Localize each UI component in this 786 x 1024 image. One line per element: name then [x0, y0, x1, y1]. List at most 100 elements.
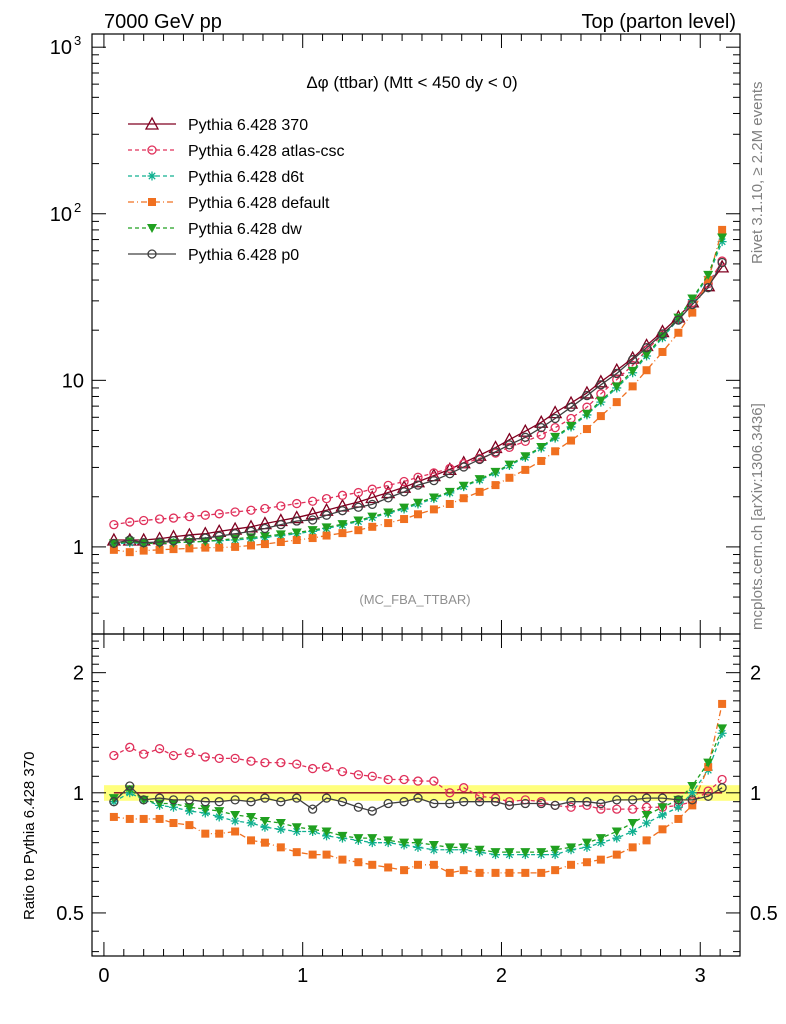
ratio-point-2-36	[657, 810, 667, 820]
main-point-4-17	[367, 512, 378, 522]
ratio-point-1-19	[399, 774, 409, 785]
main-point-1-0	[109, 520, 119, 530]
main-point-4-28	[536, 442, 547, 452]
ratio-point-5-2	[139, 795, 149, 805]
ratio-point-3-17	[368, 860, 377, 869]
ratio-point-4-40	[717, 724, 728, 734]
ratio-y-tick-label-left-0: 2	[73, 663, 84, 685]
legend-marker-4	[147, 224, 157, 233]
main-point-3-22	[445, 499, 454, 508]
main-point-5-18	[383, 493, 393, 503]
ratio-point-4-19	[399, 838, 410, 848]
main-point-1-11	[276, 501, 286, 511]
main-point-5-19	[399, 487, 409, 497]
main-point-3-27	[521, 465, 530, 474]
main-point-0-17	[365, 490, 380, 504]
ratio-point-5-39	[703, 791, 713, 801]
main-point-3-14	[322, 531, 331, 540]
ratio-x-tick-label-3: 3	[695, 965, 706, 987]
ratio-y-tick-label-left-1: 1	[73, 783, 84, 805]
main-point-1-22	[445, 463, 455, 474]
ratio-point-1-40	[717, 774, 727, 785]
main-point-1-3	[154, 514, 165, 524]
legend: Pythia 6.428 370 Pythia 6.428 atlas-csc Py…	[128, 116, 345, 264]
ratio-point-4-38	[687, 782, 698, 792]
ratio-point-1-11	[276, 758, 286, 768]
ratio-point-1-0	[109, 750, 119, 761]
main-point-4-12	[291, 528, 302, 538]
ratio-point-3-28	[537, 868, 546, 877]
ratio-point-1-30	[566, 802, 576, 812]
main-point-3-10	[260, 540, 269, 549]
main-point-5-34	[628, 355, 638, 365]
main-point-3-33	[612, 398, 621, 407]
ratio-point-1-6	[200, 752, 210, 762]
ratio-point-4-14	[321, 827, 332, 837]
main-point-3-23	[459, 494, 468, 503]
main-y-tick-label-1: 10	[50, 204, 72, 226]
main-point-3-4	[169, 545, 178, 554]
ratio-point-5-23	[459, 797, 469, 807]
main-point-4-29	[550, 432, 561, 442]
ratio-point-3-40	[718, 699, 727, 708]
main-point-3-26	[505, 473, 514, 482]
ratio-point-4-35	[641, 810, 652, 820]
ratio-point-3-30	[567, 860, 576, 869]
main-point-4-31	[581, 409, 592, 419]
main-point-5-13	[307, 515, 318, 525]
ratio-point-5-1	[125, 781, 135, 791]
ratio-point-1-7	[214, 753, 224, 763]
main-point-1-17	[367, 484, 377, 494]
ratio-point-1-8	[230, 753, 240, 763]
main-point-3-38	[688, 308, 697, 317]
main-point-5-10	[260, 523, 270, 534]
ratio-point-1-23	[459, 783, 469, 793]
ratio-point-5-12	[292, 793, 302, 803]
ratio-point-3-36	[658, 825, 667, 834]
legend-label-3: Pythia 6.428 default	[188, 195, 330, 212]
legend-item-5: Pythia 6.428 p0	[128, 247, 299, 264]
main-y-tick-label-2: 10	[62, 370, 84, 392]
legend-marker-3	[148, 198, 156, 206]
ratio-series-3	[109, 699, 727, 877]
ratio-point-5-17	[367, 806, 377, 816]
ratio-point-3-29	[551, 866, 560, 875]
main-series-3	[109, 225, 727, 557]
ratio-point-1-22	[445, 788, 455, 798]
ratio-point-3-20	[413, 860, 422, 869]
main-point-4-26	[504, 460, 515, 470]
main-point-4-5	[184, 538, 195, 548]
ratio-point-1-18	[383, 774, 393, 785]
main-point-5-28	[536, 422, 546, 433]
main-point-4-30	[566, 421, 577, 431]
ratio-plot-frame	[91, 633, 741, 957]
ratio-point-4-36	[657, 803, 668, 813]
ratio-point-4-25	[490, 848, 501, 858]
ratio-point-1-10	[260, 758, 270, 768]
ratio-point-2-8	[230, 816, 240, 826]
ratio-point-3-27	[521, 868, 530, 877]
ratio-point-4-31	[581, 838, 592, 848]
ratio-point-4-34	[627, 819, 638, 829]
main-point-1-19	[399, 476, 409, 487]
ratio-point-5-6	[200, 797, 210, 807]
ratio-point-5-9	[246, 797, 256, 807]
ratio-point-1-2	[139, 749, 149, 759]
main-point-3-18	[384, 519, 393, 528]
ratio-point-5-7	[214, 797, 224, 807]
ratio-point-3-11	[276, 843, 285, 852]
main-point-4-19	[399, 503, 410, 513]
main-point-0-29	[548, 405, 563, 419]
main-point-5-4	[168, 536, 179, 546]
ratio-y-tick-label-right-0: 2	[750, 663, 761, 685]
main-point-3-5	[185, 544, 194, 553]
ratio-point-2-37	[673, 802, 683, 812]
ratio-y-tick-label-right-1: 1	[750, 783, 761, 805]
ratio-x-tick-label-0: 0	[98, 965, 109, 987]
main-point-4-27	[520, 452, 531, 462]
ratio-y-axis-label: Ratio to Pythia 6.428 370	[21, 752, 38, 920]
ratio-point-5-22	[445, 798, 455, 809]
main-point-5-39	[703, 283, 713, 293]
ratio-point-3-22	[445, 868, 454, 877]
